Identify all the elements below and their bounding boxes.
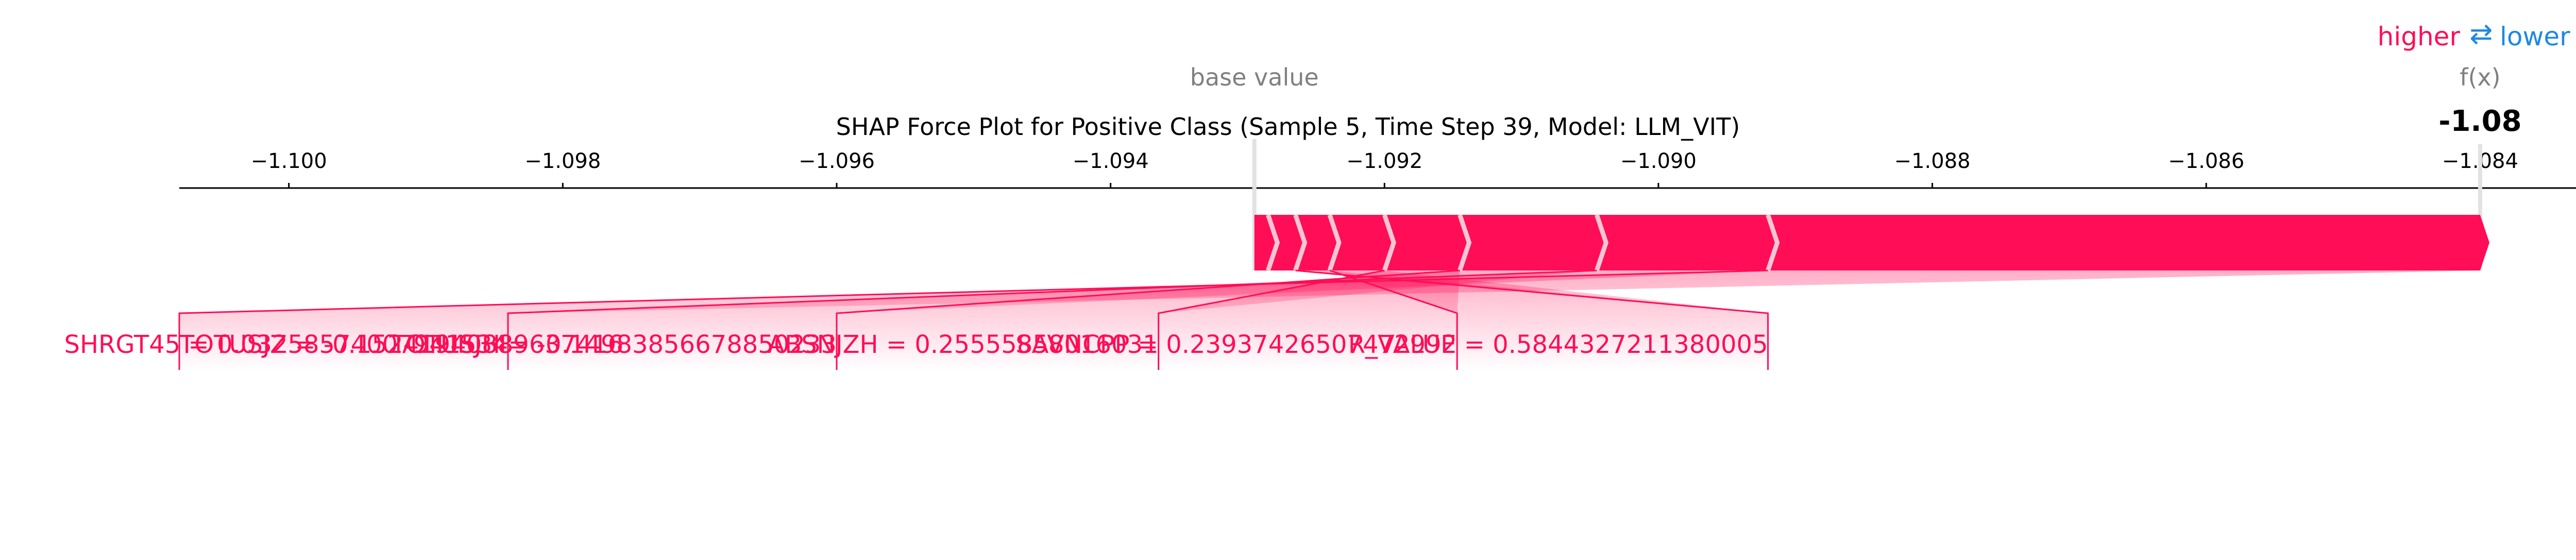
segment-separator xyxy=(1766,214,1780,271)
x-axis-ticks: −1.100 −1.098 −1.096 −1.094 −1.092 −1.090 −1.0… xyxy=(251,149,2518,188)
segment-separator xyxy=(1382,214,1397,271)
x-tick-label: −1.096 xyxy=(799,149,875,173)
base-value-label: base value xyxy=(1190,63,1319,91)
x-tick-label: −1.098 xyxy=(524,149,601,173)
segment-separator xyxy=(1293,214,1308,271)
connector-fill xyxy=(507,270,1768,370)
x-tick-label: −1.094 xyxy=(1073,149,1149,173)
fx-label: f(x) xyxy=(2460,63,2500,91)
force-segment xyxy=(1768,215,2489,270)
connector-fill xyxy=(836,270,1597,370)
x-tick-label: −1.100 xyxy=(251,149,327,173)
segment-separator xyxy=(1595,214,1609,271)
chart-title: SHAP Force Plot for Positive Class (Samp… xyxy=(836,113,1740,141)
connector-line xyxy=(1329,269,1458,370)
force-segment xyxy=(1268,215,1305,270)
feature-label: SAVNCPP = 0.23937426507472992 xyxy=(1015,330,1457,359)
connector-fill xyxy=(1329,270,1768,370)
label-connector-fills xyxy=(179,270,2480,370)
force-segment xyxy=(1329,215,1394,270)
feature-label: TOTUSJZ = -0.15241940889637416 xyxy=(179,330,623,359)
legend-higher-label: higher xyxy=(2378,22,2461,52)
segment-separator xyxy=(1266,214,1280,271)
feature-label: R_VALUE = 0.5844327211380005 xyxy=(1348,330,1768,359)
feature-label: ABSNJZH = 0.25555858016031 xyxy=(768,330,1159,359)
force-segment xyxy=(1295,215,1339,270)
legend: higher ⇄ lower xyxy=(2378,18,2570,52)
connector-fill xyxy=(1295,270,1768,370)
feature-label: SHRGT45 = 0.03258574007941534 xyxy=(64,330,508,359)
force-bar xyxy=(1254,214,2489,271)
segment-separator xyxy=(1327,214,1342,271)
force-segment xyxy=(1384,215,1469,270)
force-segment xyxy=(1460,215,1606,270)
connector-line xyxy=(836,269,1460,370)
feature-label: TOTUSJH = -0.14983856678850233 xyxy=(391,330,837,359)
connector-line xyxy=(507,269,1597,370)
connector-line xyxy=(1295,269,1769,370)
fx-value: -1.08 xyxy=(2438,105,2521,138)
connector-line xyxy=(1158,269,1385,370)
x-tick-label: −1.092 xyxy=(1346,149,1422,173)
x-tick-label: −1.086 xyxy=(2168,149,2244,173)
segment-separator xyxy=(1458,214,1472,271)
label-connectors xyxy=(178,269,1769,370)
legend-lower-label: lower xyxy=(2500,22,2570,52)
x-tick-label: −1.090 xyxy=(1620,149,1697,173)
legend-arrow-icon: ⇄ xyxy=(2469,18,2493,50)
connector-fill xyxy=(1158,270,1460,370)
force-segment xyxy=(1597,215,1777,270)
x-tick-label: −1.088 xyxy=(1894,149,1971,173)
